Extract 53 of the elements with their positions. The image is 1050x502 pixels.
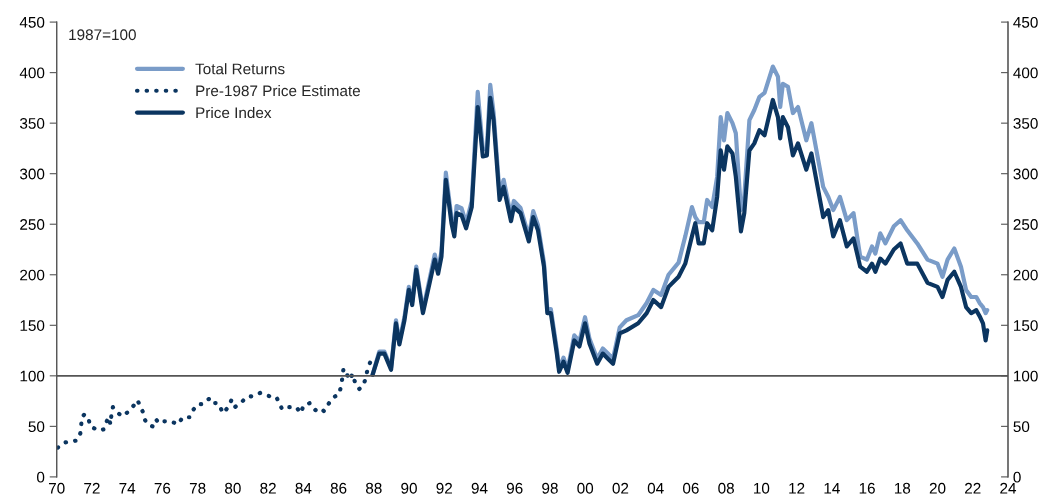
legend-label: Pre-1987 Price Estimate [196,85,360,97]
y-tick-label: 50 [28,421,45,433]
y-tick-label: 150 [20,320,45,331]
x-tick-label: 84 [295,482,312,494]
x-tick-label: 14 [824,483,840,494]
annotation: 1987=100 [69,29,136,41]
y-tick-label: 400 [19,67,45,79]
x-tick-label: 96 [506,482,523,494]
line-series [56,359,373,450]
legend-label: Price Index [196,106,272,119]
y-tick-label: 300 [19,168,45,180]
x-tick-label: 08 [718,482,734,494]
x-tick-label: 24 [1000,482,1017,494]
legend-label: Total Returns [195,63,285,75]
x-tick-label: 10 [754,482,770,494]
x-tick-label: 20 [929,482,946,494]
y2-tick-label: 300 [1013,168,1038,180]
x-tick-label: 06 [683,482,699,494]
y-tick-label: 450 [19,16,45,28]
x-tick-label: 76 [154,482,171,494]
x-tick-label: 88 [365,482,382,494]
y-tick-label: 350 [19,118,45,129]
x-tick-label: 92 [436,482,452,494]
y2-tick-label: 450 [1013,16,1038,28]
x-tick-label: 82 [260,482,276,494]
x-tick-label: 22 [965,482,981,494]
x-tick-label: 70 [48,482,65,494]
x-tick-label: 86 [330,482,347,494]
x-tick-label: 04 [647,482,664,494]
y2-tick-label: 250 [1013,219,1038,230]
y2-tick-label: 350 [1013,118,1038,129]
y-tick-label: 250 [20,219,45,230]
y-tick-label: 100 [20,370,45,382]
x-tick-label: 90 [401,482,417,494]
x-tick-label: 80 [225,482,241,494]
y-tick-label: 0 [37,471,45,483]
x-tick-label: 00 [577,482,594,494]
y2-tick-label: 200 [1013,269,1038,281]
y2-tick-label: 50 [1013,421,1030,433]
x-tick-label: 74 [119,483,136,494]
y2-tick-label: 400 [1013,67,1038,79]
x-tick-label: 98 [542,482,558,494]
x-tick-label: 72 [84,482,100,494]
x-tick-label: 94 [471,482,488,494]
y2-tick-label: 100 [1014,370,1038,382]
y-tick-label: 200 [20,269,45,281]
y2-tick-label: 0 [1013,471,1021,483]
y2-tick-label: 150 [1014,320,1038,331]
x-tick-label: 12 [789,482,805,494]
x-tick-label: 16 [859,482,875,494]
x-tick-label: 78 [189,482,206,494]
x-tick-label: 02 [612,482,629,494]
x-tick-label: 18 [894,482,911,494]
